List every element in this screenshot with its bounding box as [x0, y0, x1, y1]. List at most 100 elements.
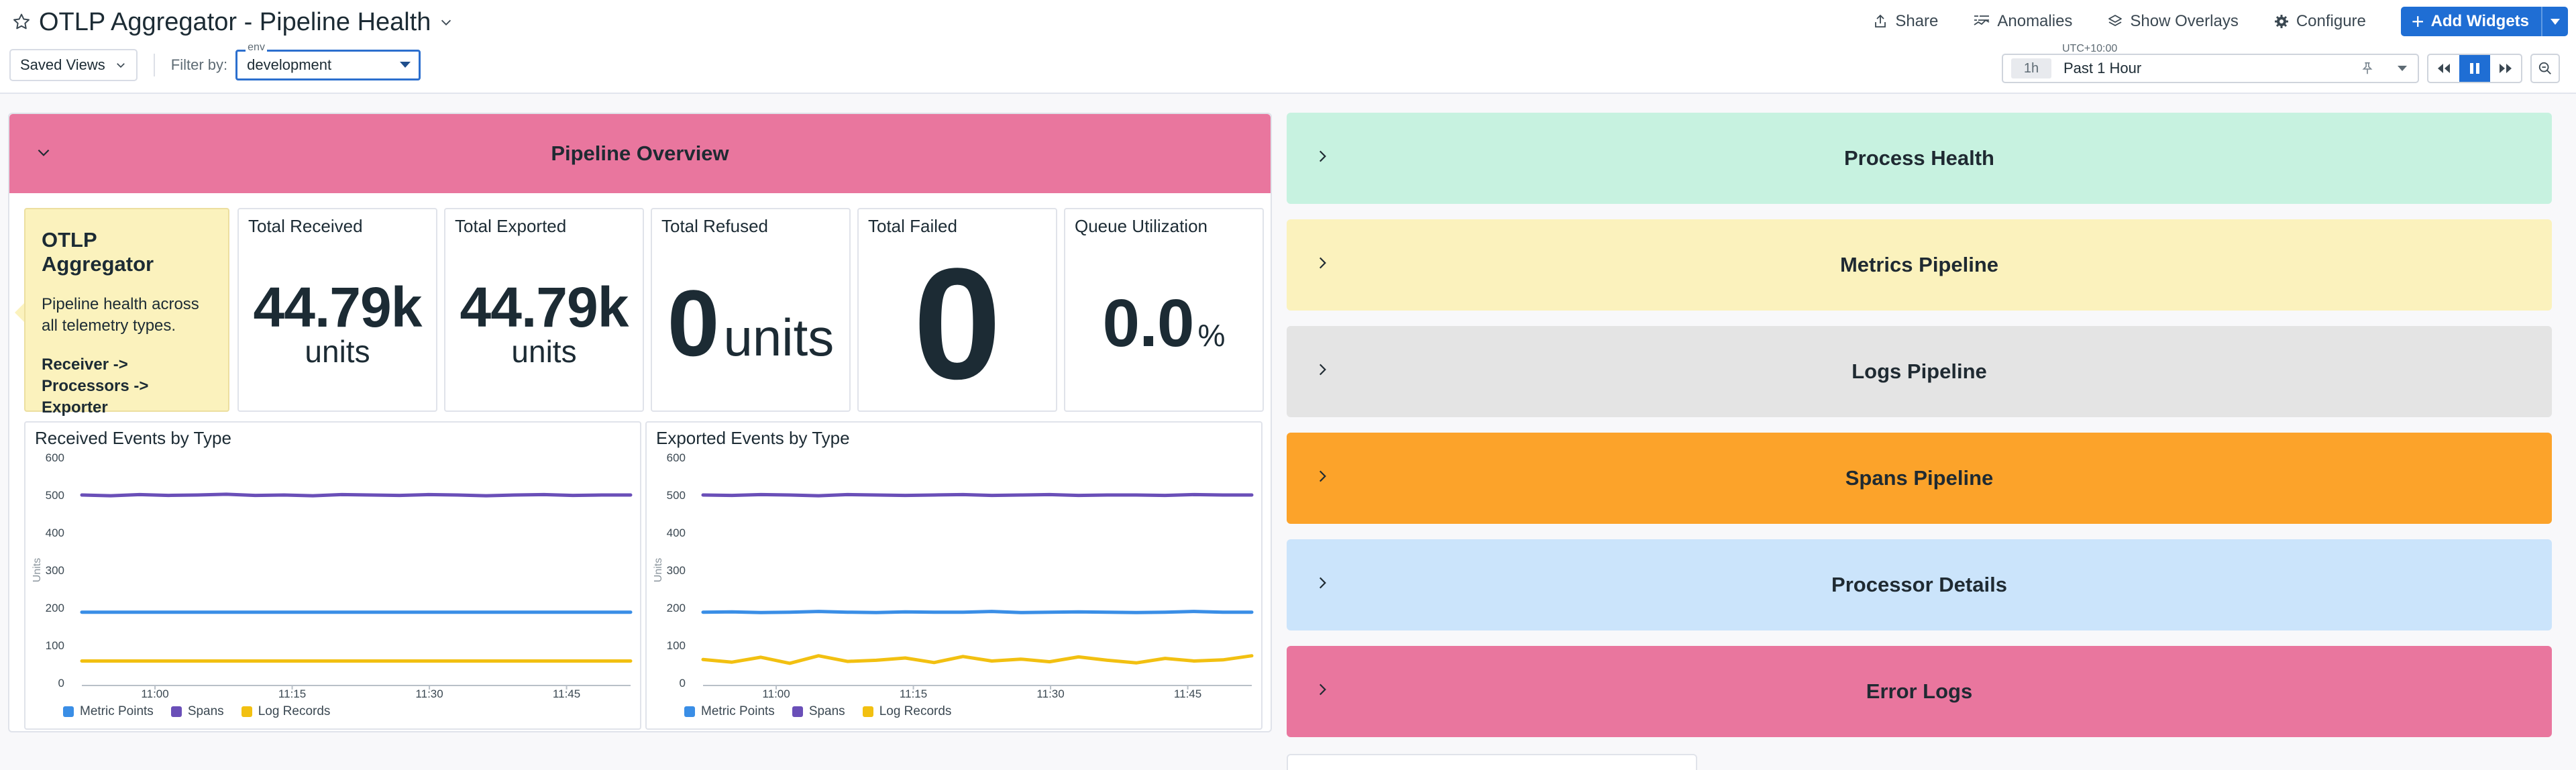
anomalies-button[interactable]: Anomalies — [1973, 12, 2072, 31]
chevron-right-icon[interactable] — [1313, 148, 1331, 168]
query-unit: units — [511, 333, 577, 369]
y-tick-label: 600 — [46, 451, 64, 464]
widget-title: Total Refused — [661, 216, 768, 236]
query-value-widget-queue-utilization[interactable]: Queue Utilization 0.0 % — [1064, 208, 1264, 412]
group-processor-details[interactable]: Processor Details — [1287, 539, 2552, 630]
query-unit: units — [305, 333, 370, 369]
query-value: 0.0 — [1102, 286, 1195, 361]
legend-label: Spans — [187, 704, 224, 718]
widget-title: Queue Utilization — [1075, 216, 1208, 236]
chevron-down-icon[interactable] — [35, 144, 52, 164]
filter-label: Filter by: — [170, 56, 228, 73]
x-tick-label: 11:15 — [278, 688, 306, 699]
show-overlays-label: Show Overlays — [2130, 12, 2239, 30]
note-flow: Receiver -> Processors -> Exporter — [42, 354, 212, 419]
timeseries-chart[interactable]: Units 0 100 200 300 400 500 600 11:00 11:15 11:30 1… — [25, 449, 640, 699]
caret-down-icon — [2551, 19, 2560, 25]
query-value: 0 — [667, 270, 720, 376]
query-value-widget-total-received[interactable]: Total Received 44.79k units — [237, 208, 437, 412]
range-text: Past 1 Hour — [2063, 60, 2142, 76]
pause-button[interactable] — [2459, 55, 2490, 82]
caret-down-icon[interactable] — [2398, 66, 2407, 71]
legend-item[interactable]: Spans — [792, 704, 845, 719]
fast-forward-icon — [2500, 64, 2512, 73]
group-title: Pipeline Overview — [551, 142, 729, 165]
anomalies-label: Anomalies — [1997, 12, 2073, 30]
x-tick-label: 11:45 — [553, 688, 580, 699]
add-widgets-button[interactable]: + Add Widgets — [2400, 7, 2541, 36]
note-title: OTLP Aggregator — [42, 228, 154, 276]
fast-forward-button[interactable] — [2490, 55, 2521, 82]
note-flow-line: Processors -> — [42, 377, 149, 395]
chevron-right-icon[interactable] — [1313, 574, 1331, 595]
legend-item[interactable]: Log Records — [862, 704, 951, 719]
legend-item[interactable]: Metric Points — [684, 704, 775, 719]
query-value-widget-total-exported[interactable]: Total Exported 44.79k units — [444, 208, 644, 412]
x-tick-label: 11:30 — [1036, 688, 1064, 699]
configure-button[interactable]: Configure — [2273, 12, 2366, 31]
legend-label: Spans — [808, 704, 845, 718]
note-flow-line: Receiver -> — [42, 355, 128, 374]
group-title: Error Logs — [1866, 679, 1973, 703]
pipeline-overview-group: Pipeline Overview OTLP Aggregator Pipeli… — [8, 113, 1272, 732]
env-filter-select[interactable]: env development — [235, 42, 421, 80]
widget-placeholder — [1287, 754, 1697, 770]
legend-item[interactable]: Spans — [170, 704, 224, 719]
show-overlays-button[interactable]: Show Overlays — [2107, 12, 2239, 31]
group-title: Metrics Pipeline — [1839, 253, 1999, 276]
chevron-right-icon[interactable] — [1313, 681, 1331, 702]
group-spans-pipeline[interactable]: Spans Pipeline — [1287, 433, 2552, 524]
add-widgets-dropdown[interactable] — [2541, 7, 2568, 36]
zoom-out-icon — [2538, 62, 2551, 74]
y-axis-label: Units — [32, 558, 43, 582]
series-line[interactable] — [80, 492, 633, 498]
query-value-widget-total-refused[interactable]: Total Refused 0 units — [651, 208, 851, 412]
gear-icon — [2274, 15, 2288, 28]
timeseries-chart[interactable]: Units 0 100 200 300 400 500 600 11:00 11:15 11:30 1… — [647, 449, 1261, 699]
group-header[interactable]: Pipeline Overview — [9, 114, 1271, 193]
chevron-right-icon[interactable] — [1313, 468, 1331, 488]
legend-item[interactable]: Log Records — [241, 704, 331, 719]
chevron-down-icon[interactable] — [439, 13, 458, 32]
rewind-button[interactable] — [2428, 55, 2459, 82]
timezone-label: UTC+10:00 — [2062, 43, 2118, 54]
legend-item[interactable]: Metric Points — [63, 704, 154, 719]
env-value: development — [247, 56, 332, 73]
caret-down-icon — [400, 62, 411, 68]
header-actions: Share Anomalies Show Overlays Configure … — [1872, 7, 2576, 36]
group-process-health[interactable]: Process Health — [1287, 113, 2552, 204]
note-body: Pipeline health across all telemetry typ… — [42, 295, 199, 335]
y-tick-label: 300 — [667, 564, 686, 577]
share-button[interactable]: Share — [1872, 12, 1938, 31]
group-metrics-pipeline[interactable]: Metrics Pipeline — [1287, 219, 2552, 311]
timeseries-widget-received[interactable]: Received Events by Type Units 0 100 200 300 4… — [24, 421, 641, 730]
y-tick-label: 0 — [58, 677, 64, 690]
saved-views-button[interactable]: Saved Views — [9, 49, 138, 81]
time-range-picker[interactable]: UTC+10:00 1h Past 1 Hour — [2002, 43, 2419, 83]
legend-swatch — [241, 706, 252, 717]
pause-icon — [2470, 63, 2479, 74]
star-icon[interactable] — [9, 10, 34, 34]
group-error-logs[interactable]: Error Logs — [1287, 646, 2552, 737]
x-tick-label: 11:45 — [1174, 688, 1201, 699]
pin-icon[interactable] — [2360, 61, 2375, 79]
divider — [153, 54, 155, 76]
playback-controls — [2427, 54, 2522, 83]
x-tick-label: 11:00 — [762, 688, 790, 699]
query-value-widget-total-failed[interactable]: Total Failed 0 — [857, 208, 1057, 412]
chevron-right-icon[interactable] — [1313, 254, 1331, 275]
zoom-out-button[interactable] — [2530, 54, 2560, 83]
series-line[interactable] — [701, 492, 1254, 498]
y-tick-label: 400 — [667, 527, 686, 539]
chevron-right-icon[interactable] — [1313, 361, 1331, 382]
series-line[interactable] — [701, 610, 1254, 614]
share-label: Share — [1895, 12, 1939, 30]
y-tick-label: 300 — [46, 564, 64, 577]
note-widget: OTLP Aggregator Pipeline health across a… — [15, 208, 229, 417]
series-line[interactable] — [701, 654, 1254, 665]
y-tick-label: 200 — [667, 602, 686, 614]
group-logs-pipeline[interactable]: Logs Pipeline — [1287, 326, 2552, 417]
legend-label: Log Records — [258, 704, 331, 718]
timeseries-widget-exported[interactable]: Exported Events by Type Units 0 100 200 300 4… — [645, 421, 1263, 730]
query-value: 44.79k — [460, 275, 629, 339]
